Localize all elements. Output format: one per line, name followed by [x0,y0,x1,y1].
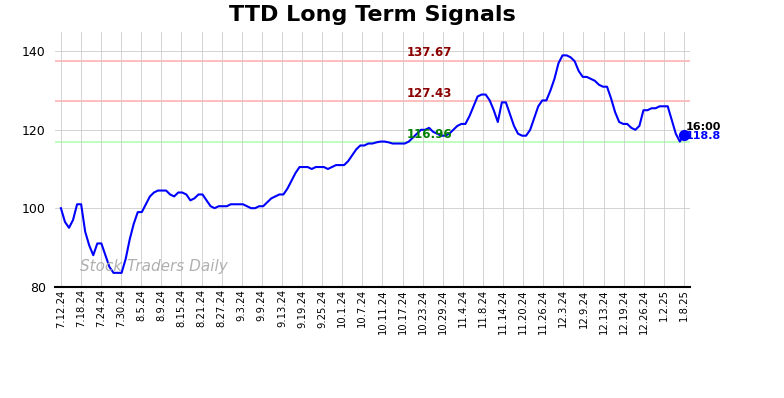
Text: 118.8: 118.8 [686,131,721,141]
Point [677,131,690,138]
Text: 116.96: 116.96 [407,127,452,140]
Text: Stock Traders Daily: Stock Traders Daily [80,259,228,274]
Text: 137.67: 137.67 [407,47,452,59]
Text: 16:00: 16:00 [686,123,721,133]
Title: TTD Long Term Signals: TTD Long Term Signals [229,5,516,25]
Text: 127.43: 127.43 [407,86,452,100]
